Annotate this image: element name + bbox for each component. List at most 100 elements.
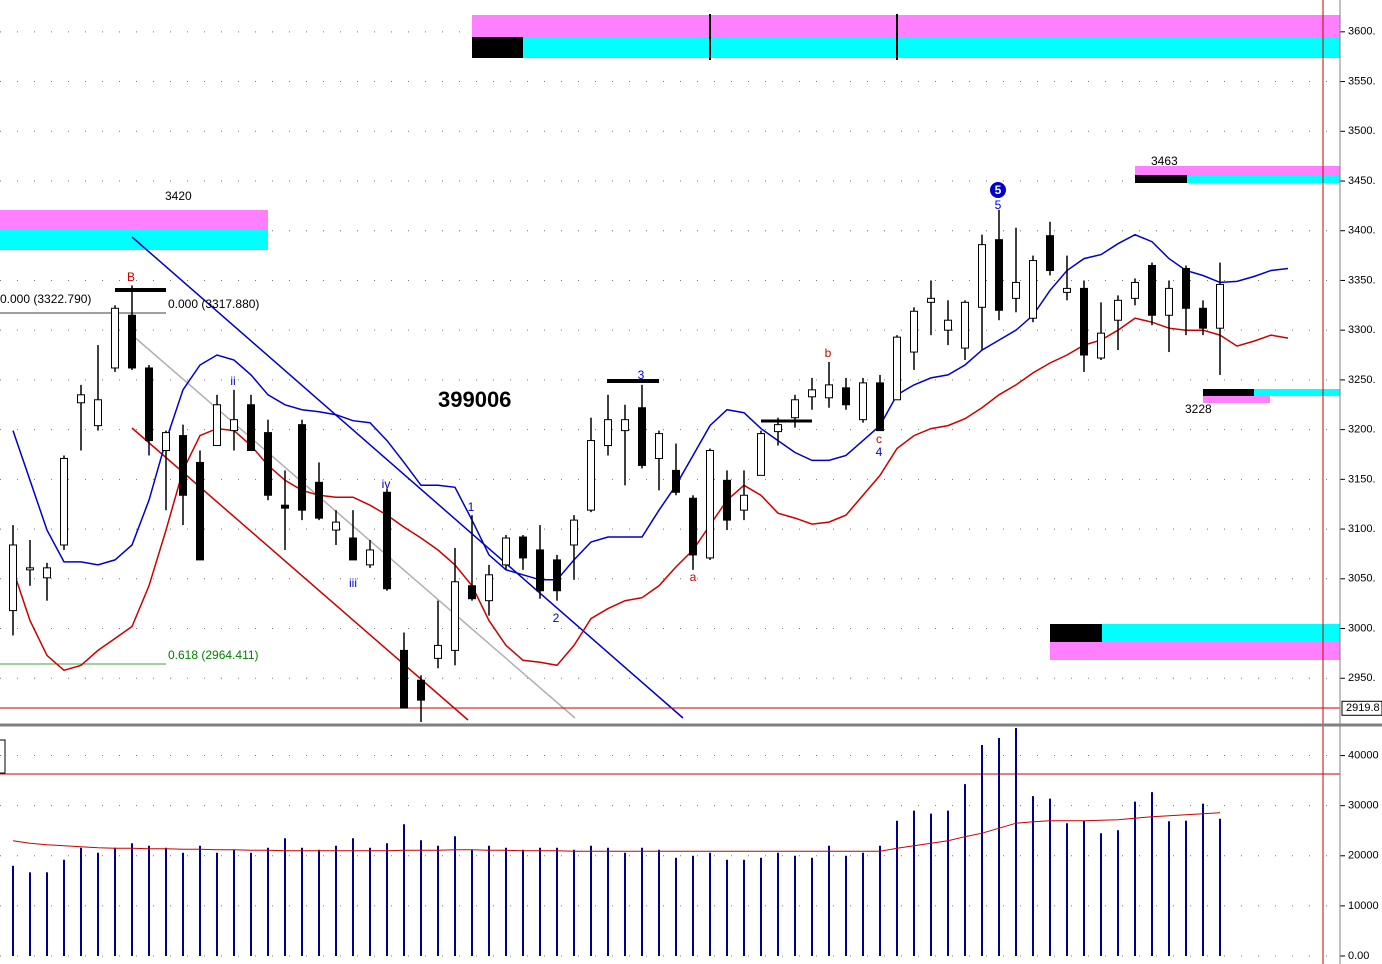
- marks: 3600.3550.3500.3450.3400.3350.3300.3250.…: [9, 26, 1382, 962]
- candle-body: [825, 384, 833, 399]
- candle-body: [706, 450, 714, 559]
- band: [0, 230, 268, 250]
- candle-body: [1063, 287, 1071, 293]
- trendline: [131, 427, 469, 721]
- candle-body: [111, 307, 119, 369]
- candle-body: [1165, 287, 1173, 316]
- candle-body: [400, 649, 408, 709]
- annotation: 0.000 (3317.880): [168, 297, 259, 311]
- wave-label: 4: [876, 445, 883, 459]
- candle-body: [196, 461, 204, 561]
- candle-body: [315, 481, 323, 519]
- y-tick-label: 3200.: [1348, 424, 1376, 436]
- band: [1135, 166, 1340, 175]
- candle-body: [961, 301, 969, 349]
- band: [1135, 175, 1187, 183]
- candle-body: [94, 399, 102, 427]
- candle-body: [213, 404, 221, 447]
- candle-body: [1029, 260, 1037, 319]
- y-tick-label: 3050.: [1348, 573, 1376, 585]
- indicator-line: [12, 317, 1289, 672]
- candle-body: [162, 432, 170, 452]
- y-tick-label: 3600.: [1348, 26, 1376, 38]
- candle-body: [60, 457, 68, 546]
- wave-label: i: [148, 442, 151, 456]
- y-tick-label: 40000: [1348, 749, 1379, 761]
- candle-body: [1199, 307, 1207, 329]
- candle-body: [434, 644, 442, 659]
- band: [472, 37, 1340, 58]
- wave-label: a: [690, 570, 697, 584]
- candle-body: [587, 440, 595, 511]
- candle-body: [1046, 235, 1054, 272]
- candle-body: [247, 404, 255, 452]
- band: [1135, 175, 1340, 183]
- candle-body: [740, 494, 748, 511]
- candle-body: [536, 549, 544, 592]
- candle-body: [179, 435, 187, 496]
- candle-body: [230, 419, 238, 432]
- candle-body: [1148, 265, 1156, 316]
- candle-body: [689, 497, 697, 556]
- band: [1203, 396, 1270, 403]
- candle-body: [723, 479, 731, 521]
- wave-label: 5: [995, 183, 1002, 197]
- candle-body: [757, 433, 765, 476]
- candle-body: [417, 679, 425, 701]
- candle-body: [9, 544, 17, 612]
- candle-body: [1114, 299, 1122, 321]
- candle-body: [332, 521, 340, 531]
- candle-body: [655, 433, 663, 459]
- band: [1203, 389, 1340, 396]
- annotation: 0.618 (2964.411): [168, 648, 259, 662]
- candle-body: [145, 367, 153, 442]
- y-tick-label: 3500.: [1348, 125, 1376, 137]
- y-tick-label: 30000: [1348, 800, 1379, 812]
- candle-body: [485, 574, 493, 602]
- last-price-box: [1341, 700, 1382, 716]
- trendline: [131, 236, 684, 719]
- y-tick-label: 3100.: [1348, 523, 1376, 535]
- candle-body: [621, 419, 629, 432]
- y-tick-label: 0.00: [1348, 950, 1369, 962]
- candle-body: [553, 559, 561, 592]
- band: [1050, 624, 1340, 642]
- band: [472, 37, 523, 58]
- y-tick-label: 3250.: [1348, 374, 1376, 386]
- wave-label: iv: [382, 477, 391, 491]
- candle-body: [128, 314, 136, 369]
- candle-body: [842, 387, 850, 406]
- wave-label: B: [127, 270, 135, 284]
- candle-body: [910, 310, 918, 353]
- panel-box: [0, 739, 6, 774]
- candle-body: [1182, 268, 1190, 309]
- candle-body: [604, 419, 612, 447]
- wave-label: ii: [230, 374, 235, 388]
- candle-body: [281, 504, 289, 509]
- candle-body: [808, 389, 816, 398]
- band: [1050, 642, 1340, 660]
- candle-body: [298, 424, 306, 511]
- candle-body: [978, 244, 986, 308]
- candle-body: [468, 585, 476, 600]
- candle-body: [672, 469, 680, 493]
- annotation: 3463: [1151, 154, 1178, 168]
- wave-label: iii: [349, 576, 357, 590]
- y-tick-label: 3450.: [1348, 175, 1376, 187]
- candle-body: [1012, 281, 1020, 299]
- indicator-line: [12, 233, 1289, 581]
- annotation: 0.000 (3322.790): [0, 292, 91, 306]
- candle-body: [502, 537, 510, 566]
- candle-body: [859, 382, 867, 421]
- candle-body: [927, 297, 935, 303]
- wave-label: 2: [553, 611, 560, 625]
- wave-label: b: [825, 346, 832, 360]
- wave-label: c: [876, 432, 882, 446]
- band: [1050, 624, 1102, 642]
- candle-body: [944, 319, 952, 331]
- candle-body: [451, 581, 459, 651]
- candle-body: [519, 536, 527, 559]
- level-bands: [0, 14, 1340, 660]
